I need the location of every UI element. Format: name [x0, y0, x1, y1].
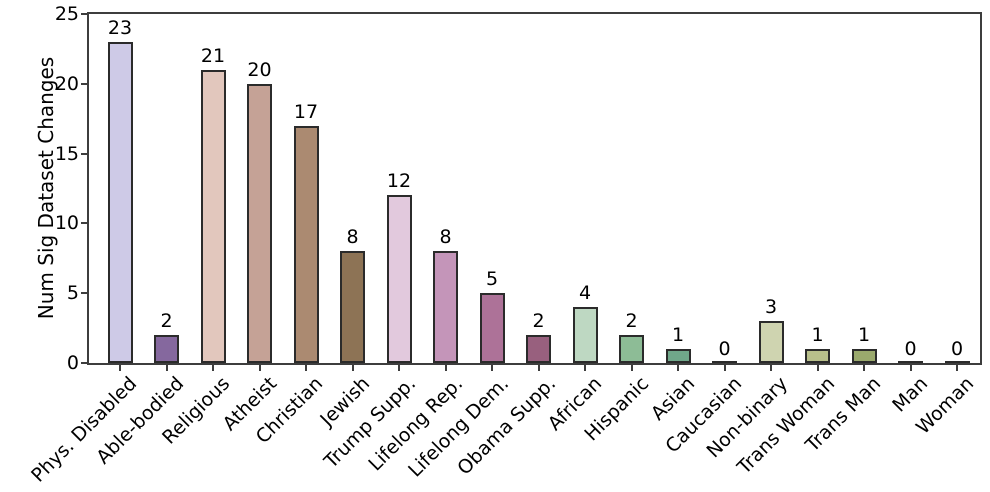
- bar: [107, 41, 133, 363]
- x-tick: [863, 365, 865, 371]
- bar: [433, 251, 458, 363]
- y-tick-label: 5: [66, 282, 79, 305]
- x-tick: [723, 365, 726, 371]
- bar: [386, 195, 412, 363]
- x-tick: [398, 365, 400, 371]
- y-tick: [81, 362, 87, 364]
- y-tick-label: 20: [54, 72, 79, 95]
- bar: [247, 83, 272, 363]
- bar-value-label: 12: [386, 170, 412, 193]
- bar-value-label: 0: [718, 338, 731, 360]
- x-tick: [119, 365, 121, 371]
- bar-value-label: 1: [671, 324, 685, 347]
- y-tick: [81, 222, 87, 225]
- x-tick: [909, 365, 912, 371]
- x-tick: [212, 365, 214, 371]
- bar-value-label: 1: [811, 324, 824, 347]
- y-tick: [81, 292, 87, 295]
- x-tick: [677, 365, 679, 371]
- bar: [572, 307, 598, 363]
- bar-zero-line: [898, 361, 923, 363]
- bar-value-label: 17: [293, 100, 319, 123]
- bar-value-label: 21: [200, 44, 226, 67]
- x-tick: [258, 365, 261, 371]
- bar-value-label: 5: [485, 268, 499, 291]
- bar-value-label: 23: [107, 16, 133, 39]
- bar: [479, 293, 505, 363]
- bar-value-label: 20: [247, 58, 272, 81]
- y-tick-label: 10: [54, 212, 79, 235]
- bar: [200, 69, 226, 363]
- x-tick: [584, 365, 586, 371]
- bar-value-label: 4: [578, 282, 592, 305]
- bar-value-label: 0: [950, 338, 964, 360]
- x-tick: [537, 365, 540, 371]
- bar: [851, 349, 877, 363]
- bar: [526, 335, 551, 363]
- bar-zero-line: [712, 361, 737, 363]
- y-tick: [81, 82, 87, 85]
- bar: [665, 349, 691, 363]
- x-tick: [491, 365, 493, 371]
- bar-value-label: 0: [904, 338, 917, 360]
- y-tick: [81, 152, 87, 155]
- x-tick: [630, 365, 633, 371]
- x-tick: [305, 365, 307, 371]
- bar-value-label: 8: [439, 226, 452, 249]
- x-tick: [956, 365, 958, 371]
- x-tick: [816, 365, 819, 371]
- y-tick-label: 25: [54, 3, 79, 25]
- bar-value-label: 2: [532, 310, 545, 333]
- bar: [154, 335, 179, 363]
- bar-value-label: 3: [764, 296, 778, 319]
- bar: [340, 251, 365, 363]
- bar: [293, 125, 319, 363]
- x-tick: [444, 365, 447, 371]
- bar-value-label: 2: [160, 310, 173, 333]
- y-tick-label: 15: [54, 142, 79, 165]
- bar: [619, 335, 644, 363]
- bar-value-label: 2: [625, 310, 638, 333]
- bar-value-label: 1: [857, 324, 871, 347]
- plot-area: 23 2 21 20 17 8 12 8 5 2 4 2 1 0 3 1 1 0 0: [87, 12, 982, 365]
- bar: [758, 321, 784, 363]
- y-tick: [81, 13, 87, 15]
- bar-value-label: 8: [346, 226, 359, 249]
- x-tick: [165, 365, 168, 371]
- y-axis-label: Num Sig Dataset Changes: [34, 56, 58, 320]
- bar-zero-line: [944, 361, 970, 363]
- x-tick: [351, 365, 354, 371]
- bar: [805, 349, 830, 363]
- y-tick-label: 0: [66, 352, 79, 374]
- x-tick: [770, 365, 772, 371]
